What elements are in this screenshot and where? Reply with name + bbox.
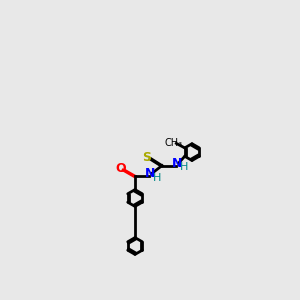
Text: H: H (153, 172, 161, 183)
Text: H: H (180, 162, 188, 172)
Text: N: N (145, 167, 155, 180)
Text: N: N (172, 157, 182, 170)
Text: CH₃: CH₃ (164, 138, 182, 148)
Text: S: S (142, 151, 152, 164)
Text: O: O (116, 162, 126, 175)
